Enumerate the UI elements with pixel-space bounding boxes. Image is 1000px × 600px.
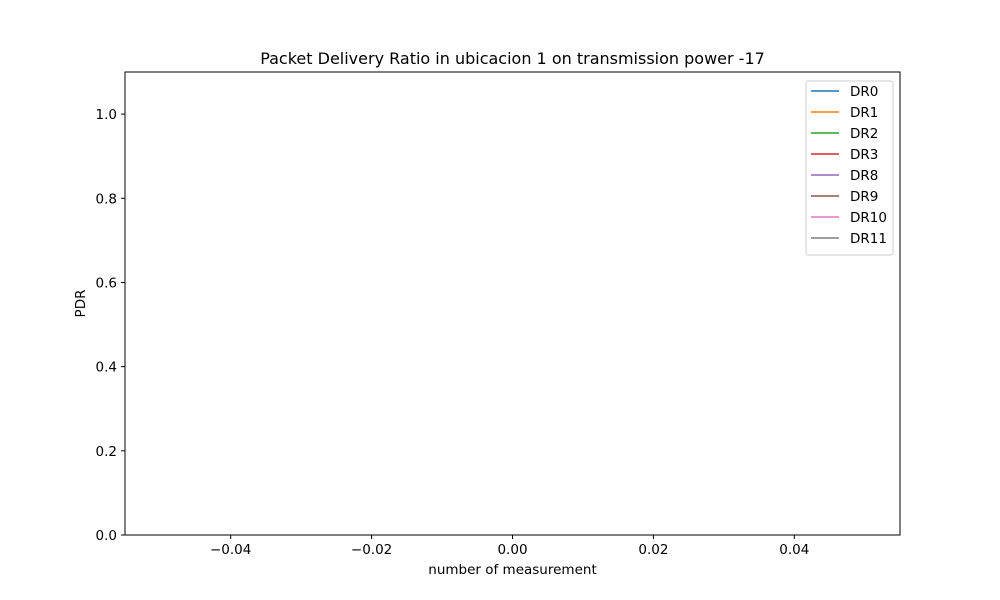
y-tick-label: 0.0	[96, 528, 117, 544]
legend-entry: DR0	[811, 84, 878, 100]
legend-label: DR10	[850, 210, 887, 226]
legend-box	[805, 80, 894, 256]
legend-entry: DR11	[811, 231, 887, 247]
legend-label: DR1	[850, 105, 878, 121]
y-tick-label: 1.0	[96, 107, 117, 123]
x-axis-label: number of measurement	[428, 562, 596, 578]
y-tick-label: 0.6	[96, 275, 117, 291]
y-tick-label: 0.4	[96, 360, 117, 376]
legend-label: DR3	[850, 147, 878, 163]
y-tick-label: 0.8	[96, 191, 117, 207]
legend-label: DR8	[850, 168, 878, 184]
plot-frame	[124, 71, 901, 536]
x-axis: −0.04 −0.02 0.00 0.02 0.04	[210, 535, 809, 558]
legend-label: DR11	[850, 231, 887, 247]
legend-entry: DR8	[811, 168, 878, 184]
legend-entry: DR9	[811, 189, 878, 205]
legend-label: DR9	[850, 189, 878, 205]
legend-entry: DR1	[811, 105, 878, 121]
x-tick-label: −0.02	[351, 542, 392, 558]
legend-entry: DR2	[811, 126, 878, 142]
x-tick-label: 0.04	[779, 542, 809, 558]
y-tick-label: 0.2	[96, 444, 117, 460]
x-tick-label: 0.02	[638, 542, 668, 558]
x-tick-label: −0.04	[210, 542, 251, 558]
legend-label: DR0	[850, 84, 878, 100]
legend-entry: DR10	[811, 210, 887, 226]
legend-label: DR2	[850, 126, 878, 142]
legend-entry: DR3	[811, 147, 878, 163]
legend: DR0 DR1 DR2 DR3 DR8 DR9 DR10 DR11	[805, 80, 894, 256]
y-axis: 0.0 0.2 0.4 0.6 0.8 1.0	[96, 107, 125, 544]
y-axis-label: PDR	[73, 290, 89, 318]
x-tick-label: 0.00	[497, 542, 527, 558]
chart-title: Packet Delivery Ratio in ubicacion 1 on …	[260, 49, 765, 68]
